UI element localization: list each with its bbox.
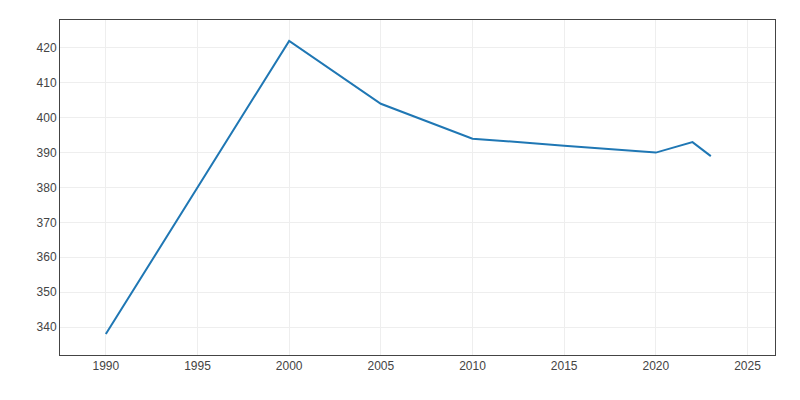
svg-text:2010: 2010 bbox=[459, 359, 486, 373]
svg-text:390: 390 bbox=[37, 146, 57, 160]
svg-text:2005: 2005 bbox=[367, 359, 394, 373]
svg-text:380: 380 bbox=[37, 181, 57, 195]
svg-text:1995: 1995 bbox=[184, 359, 211, 373]
svg-text:360: 360 bbox=[37, 250, 57, 264]
svg-text:410: 410 bbox=[37, 76, 57, 90]
svg-text:370: 370 bbox=[37, 216, 57, 230]
svg-text:2020: 2020 bbox=[642, 359, 669, 373]
svg-text:1990: 1990 bbox=[92, 359, 119, 373]
svg-text:340: 340 bbox=[37, 320, 57, 334]
svg-text:400: 400 bbox=[37, 111, 57, 125]
svg-text:2015: 2015 bbox=[551, 359, 578, 373]
svg-text:420: 420 bbox=[37, 41, 57, 55]
svg-text:2025: 2025 bbox=[734, 359, 761, 373]
svg-text:2000: 2000 bbox=[276, 359, 303, 373]
svg-text:350: 350 bbox=[37, 285, 57, 299]
